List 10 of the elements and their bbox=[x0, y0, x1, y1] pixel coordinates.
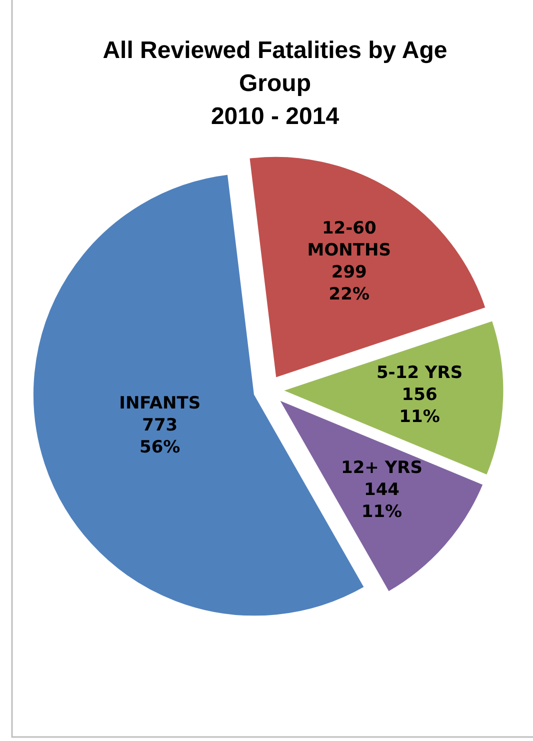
data-label: 144 11% bbox=[361, 480, 402, 522]
slice-label: 5-12 YRS bbox=[376, 363, 463, 384]
slice-label: INFANTS bbox=[119, 393, 201, 414]
data-label: 156 11% bbox=[399, 385, 440, 428]
chart-subtitle: 2010 - 2014 bbox=[210, 103, 340, 130]
chart-title: All Reviewed Fatalities by Age Group bbox=[102, 37, 448, 97]
slice-label: 12+ YRS bbox=[341, 458, 422, 478]
data-label: 773 56% bbox=[140, 415, 180, 458]
slice-label: 12-60 MONTHS bbox=[307, 218, 391, 261]
data-label: 299 22% bbox=[328, 262, 370, 305]
